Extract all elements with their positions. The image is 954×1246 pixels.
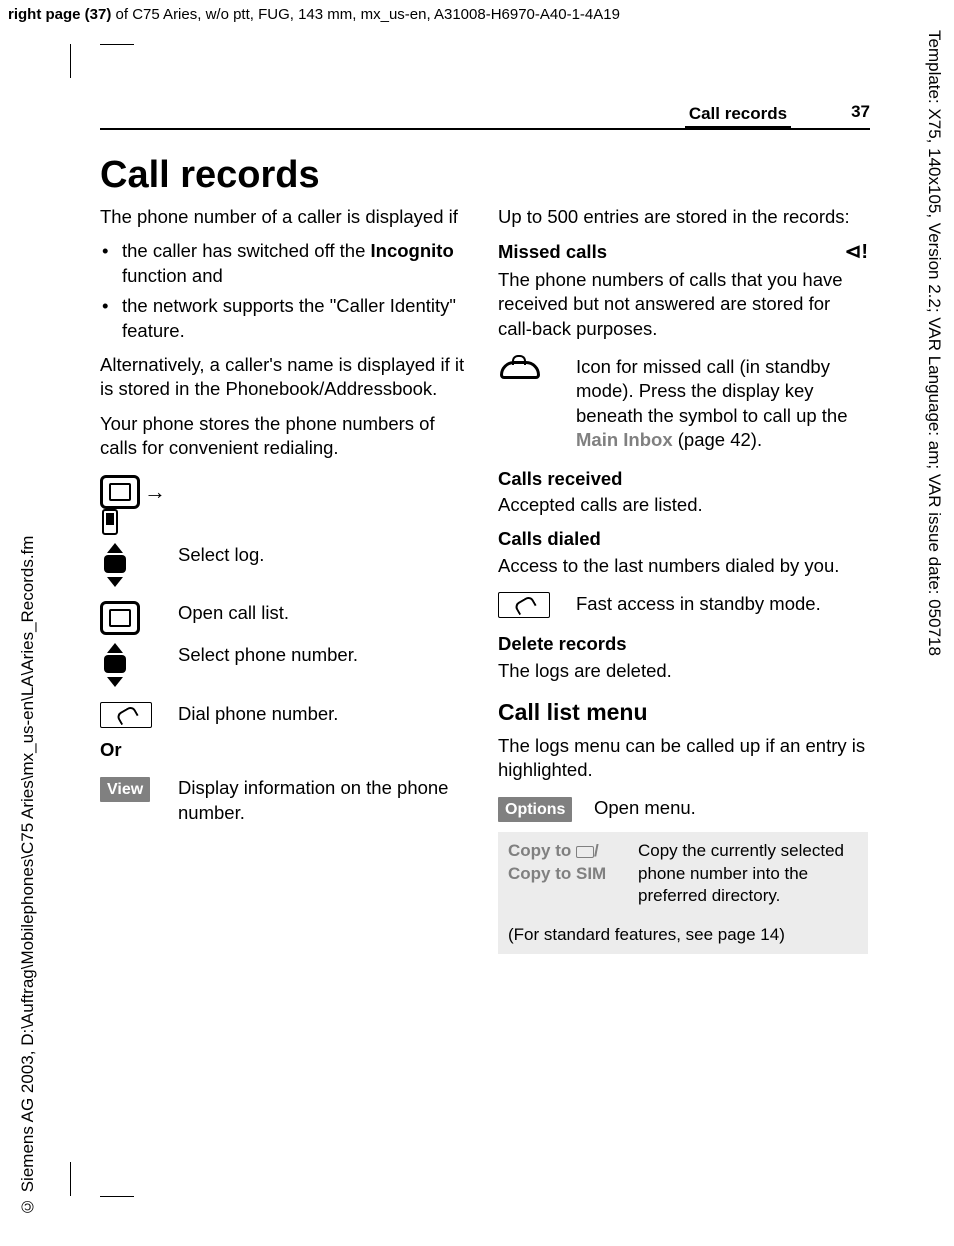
paragraph: Your phone stores the phone numbers of c…	[100, 412, 470, 461]
list-item: the network supports the "Caller Identit…	[100, 294, 470, 343]
instruction-text: Dial phone number.	[178, 698, 470, 732]
instruction-text: Icon for missed call (in standby mode). …	[576, 351, 868, 457]
print-header: right page (37) of C75 Aries, w/o ptt, F…	[8, 6, 620, 23]
paragraph: Accepted calls are listed.	[498, 493, 868, 517]
crop-mark	[70, 1162, 71, 1196]
print-header-rest: of C75 Aries, w/o ptt, FUG, 143 mm, mx_u…	[111, 6, 620, 23]
addressbook-icon	[576, 846, 594, 858]
missed-call-icon	[498, 355, 538, 381]
section-heading: Missed calls ⊲!	[498, 239, 868, 265]
list-item: the caller has switched off the Incognit…	[100, 239, 470, 288]
instruction-text: Open menu.	[594, 792, 868, 826]
instruction-table: → Select log. Open call list. Select pho…	[100, 471, 470, 732]
phone-small-icon	[102, 509, 118, 535]
paragraph: Access to the last numbers dialed by you…	[498, 554, 868, 578]
network-feature-icon: ⊲!	[845, 239, 868, 265]
call-key-icon	[100, 702, 152, 728]
section-heading: Calls dialed	[498, 527, 868, 551]
center-key-icon	[100, 601, 140, 635]
instruction-text: Open call list.	[178, 597, 470, 639]
runhead-page-number: 37	[851, 102, 870, 124]
paragraph: Alternatively, a caller's name is displa…	[100, 353, 470, 402]
menu-nav-icons: →	[100, 471, 178, 539]
page-body: Call records 37 Call records The phone n…	[100, 102, 870, 954]
call-key-icon	[498, 592, 550, 618]
paragraph: Up to 500 entries are stored in the reco…	[498, 205, 868, 229]
left-column: The phone number of a caller is displaye…	[100, 205, 470, 954]
intro-paragraph: The phone number of a caller is displaye…	[100, 205, 470, 229]
template-info-right: Template: X75, 140x105, Version 2.2; VAR…	[924, 30, 944, 890]
running-head: Call records 37	[100, 102, 870, 130]
crop-mark	[100, 1196, 134, 1197]
section-heading: Calls received	[498, 467, 868, 491]
options-softkey: Options	[498, 797, 572, 822]
right-column: Up to 500 entries are stored in the reco…	[498, 205, 868, 954]
instruction-text: Select log.	[178, 539, 470, 597]
runhead-title: Call records	[685, 104, 791, 130]
nav-updown-icon	[100, 643, 130, 687]
subsection-title: Call list menu	[498, 697, 868, 727]
instruction-text: Display information on the phone number.	[178, 772, 470, 829]
options-table: Copy to / Copy to SIM Copy the currently…	[498, 832, 868, 954]
template-info-left: © Siemens AG 2003, D:\Auftrag\Mobilephon…	[18, 456, 38, 1216]
crop-mark	[100, 44, 134, 45]
instruction-text: Select phone number.	[178, 639, 470, 697]
option-name: Copy to / Copy to SIM	[498, 832, 628, 915]
section-heading: Delete records	[498, 632, 868, 656]
paragraph: The logs menu can be called up if an ent…	[498, 734, 868, 783]
or-label: Or	[100, 738, 470, 762]
instruction-text: Fast access in standby mode.	[576, 588, 868, 622]
page-title: Call records	[100, 154, 870, 197]
nav-updown-icon	[100, 543, 130, 587]
arrow-icon: →	[144, 477, 163, 506]
view-softkey: View	[100, 777, 150, 802]
conditions-list: the caller has switched off the Incognit…	[100, 239, 470, 343]
options-footer: (For standard features, see page 14)	[498, 916, 868, 954]
option-description: Copy the currently selected phone number…	[628, 832, 868, 915]
crop-mark	[70, 44, 71, 78]
print-header-bold: right page (37)	[8, 6, 111, 23]
paragraph: The logs are deleted.	[498, 659, 868, 683]
paragraph: The phone numbers of calls that you have…	[498, 268, 868, 341]
center-key-icon	[100, 475, 140, 509]
